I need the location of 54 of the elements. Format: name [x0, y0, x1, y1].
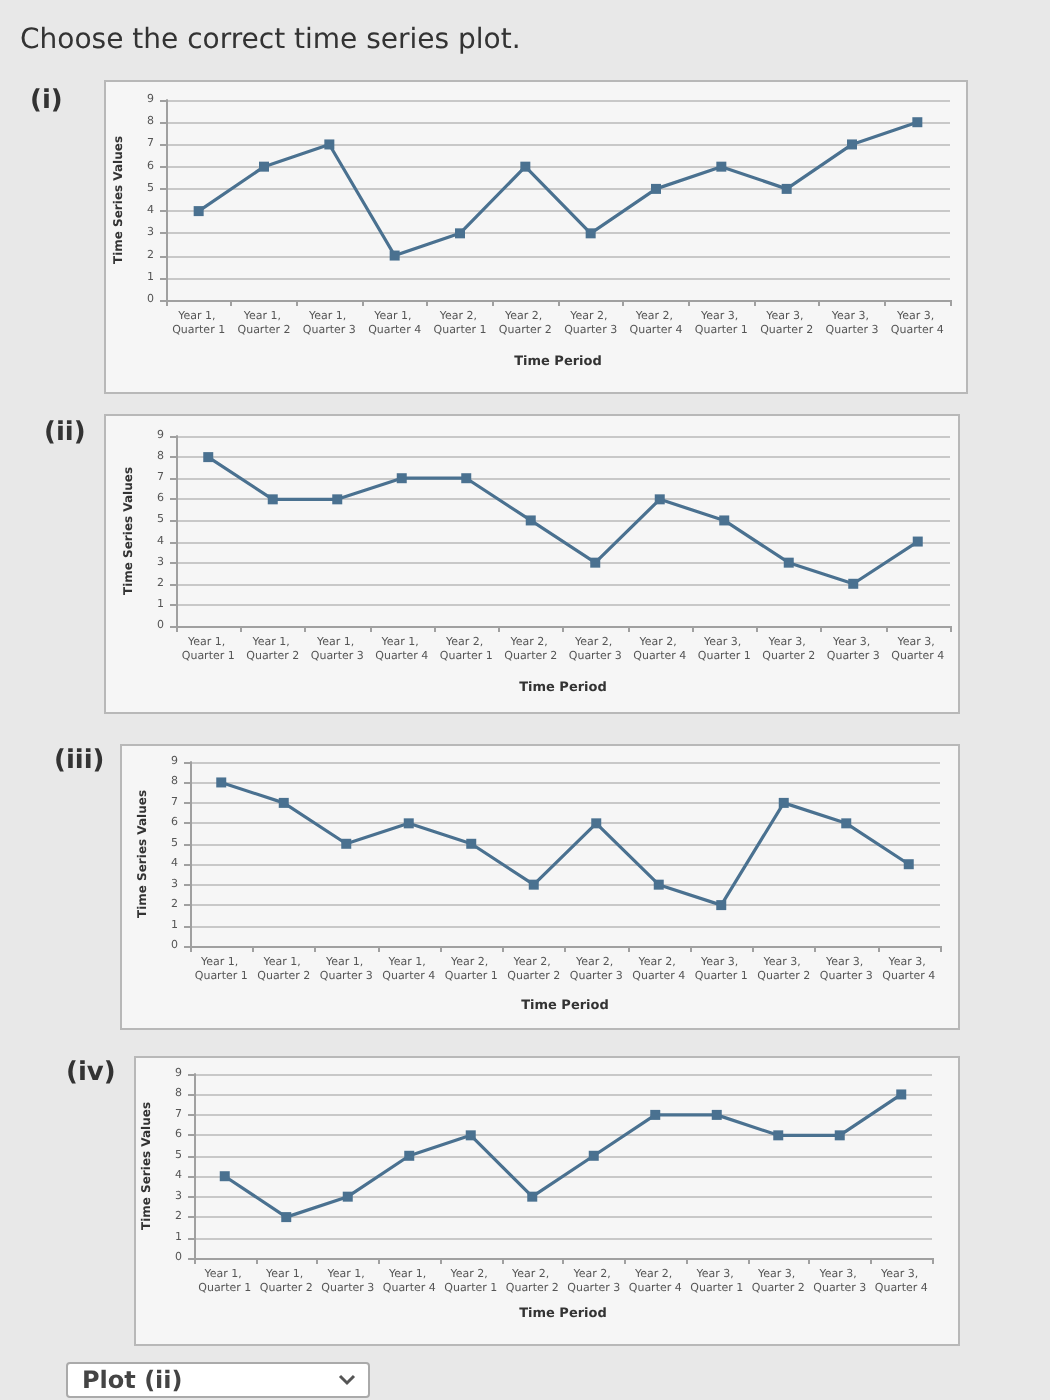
point [590, 557, 601, 568]
point [216, 777, 227, 788]
point [466, 838, 477, 849]
point [719, 515, 730, 526]
point [403, 818, 414, 829]
chart-title: (ii) [44, 418, 86, 448]
point [650, 1109, 661, 1120]
chart-title: (iii) [54, 746, 105, 776]
point [404, 1150, 415, 1161]
point [903, 859, 914, 870]
point [219, 1171, 230, 1182]
point [716, 161, 727, 172]
point [896, 1089, 907, 1100]
point [653, 879, 664, 890]
point [591, 818, 602, 829]
point [588, 1150, 599, 1161]
point [781, 183, 792, 194]
point [848, 578, 859, 589]
point [203, 452, 214, 463]
point [455, 228, 465, 239]
point [332, 494, 343, 505]
point [389, 250, 400, 261]
point [841, 818, 852, 829]
chart-title: (i) [30, 86, 63, 116]
point [465, 1130, 476, 1141]
point [528, 879, 539, 890]
point [847, 139, 857, 150]
point [259, 161, 269, 172]
dropdown: Plot (ii) [66, 1362, 370, 1398]
point [585, 228, 596, 239]
chart-title: (iv) [66, 1058, 116, 1088]
point [525, 515, 536, 526]
point [783, 557, 794, 568]
point [716, 900, 727, 911]
point [834, 1130, 845, 1141]
point [193, 206, 204, 217]
point [711, 1109, 722, 1120]
point [654, 494, 665, 505]
point [527, 1191, 538, 1202]
point [912, 536, 923, 547]
point [281, 1212, 292, 1223]
point [912, 117, 923, 128]
point [778, 797, 789, 808]
point [342, 1191, 353, 1202]
point [324, 139, 335, 150]
point [267, 494, 278, 505]
point [461, 473, 472, 484]
text: Choose the correct time series plot. [20, 24, 521, 56]
point [278, 797, 289, 808]
point [651, 183, 661, 194]
point [341, 838, 352, 849]
point [520, 161, 531, 172]
point [773, 1130, 784, 1141]
point [396, 473, 407, 484]
